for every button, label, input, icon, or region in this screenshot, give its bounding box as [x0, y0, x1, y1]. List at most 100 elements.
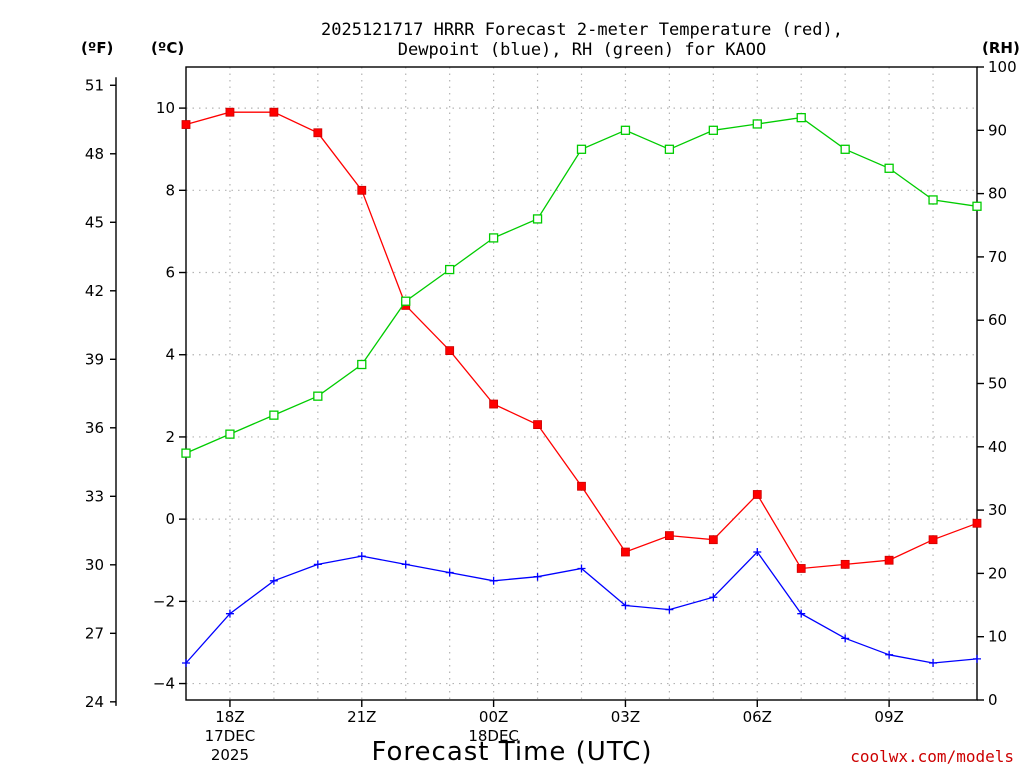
dewpoint-point	[533, 572, 542, 581]
temperature-point	[884, 555, 894, 565]
celsius-tick-label: −4	[153, 675, 175, 693]
dewpoint-point	[797, 609, 806, 618]
x-tick-label: 21Z	[347, 708, 376, 726]
series-rh	[181, 112, 982, 458]
celsius-tick-label: 2	[165, 428, 175, 446]
chart-title-line1: 2025121717 HRRR Forecast 2-meter Tempera…	[321, 20, 843, 40]
rh-tick-label: 100	[988, 58, 1017, 76]
dewpoint-point	[841, 634, 850, 643]
rh-point	[181, 448, 191, 458]
temperature-point	[752, 490, 762, 499]
fahrenheit-tick-label: 36	[85, 419, 104, 437]
rh-tick-label: 30	[988, 501, 1007, 519]
rh-point	[928, 195, 938, 205]
rh-tick-label: 0	[988, 691, 998, 709]
rh-point	[269, 410, 279, 420]
temperature-point	[664, 531, 674, 540]
temperature-point	[225, 107, 235, 117]
rh-point	[401, 296, 411, 306]
dewpoint-point	[885, 650, 894, 659]
dewpoint-point	[313, 560, 322, 569]
series-layer	[181, 107, 982, 668]
dewpoint-point	[182, 659, 190, 668]
temperature-point	[708, 535, 718, 545]
temperature-point	[972, 518, 982, 528]
rh-tick-label: 50	[988, 375, 1007, 393]
series-dewpoint	[182, 548, 981, 668]
fahrenheit-tick-label: 42	[85, 282, 104, 300]
rh-tick-label: 70	[988, 248, 1007, 266]
fahrenheit-tick-label: 27	[85, 624, 104, 642]
celsius-tick-label: 8	[165, 181, 175, 199]
temperature-point	[269, 107, 279, 117]
rh-line	[185, 116, 978, 454]
dewpoint-point	[489, 576, 498, 585]
rh-point	[708, 125, 718, 135]
x-axis-label: Forecast Time (UTC)	[371, 737, 652, 767]
rh-tick-label: 10	[988, 628, 1007, 646]
series-temperature	[181, 107, 982, 573]
tick-labels: 514845423936333027241086420−2−4100908070…	[85, 58, 1017, 764]
celsius-tick-label: 4	[165, 346, 175, 364]
axes	[110, 66, 984, 707]
rh-point	[840, 144, 850, 154]
dewpoint-point	[357, 552, 366, 561]
fahrenheit-tick-label: 48	[85, 145, 104, 163]
fahrenheit-tick-label: 45	[85, 213, 104, 231]
celsius-unit-label: (ºC)	[151, 39, 184, 57]
fahrenheit-tick-label: 51	[85, 76, 104, 94]
x-tick-label: 00Z	[479, 708, 508, 726]
rh-point	[532, 214, 543, 224]
plot-frame	[185, 66, 978, 701]
rh-tick-label: 60	[988, 311, 1007, 329]
rh-tick-label: 40	[988, 438, 1007, 456]
dewpoint-point	[445, 568, 454, 577]
fahrenheit-unit-label: (ºF)	[81, 39, 113, 57]
rh-tick-label: 90	[988, 121, 1007, 139]
fahrenheit-tick-label: 30	[85, 556, 104, 574]
rh-point	[576, 144, 587, 154]
temperature-point	[445, 346, 455, 356]
rh-point	[488, 233, 499, 243]
x-tick-label: 09Z	[874, 708, 903, 726]
x-tick-label: 18Z	[215, 708, 244, 726]
celsius-tick-label: −2	[153, 592, 175, 610]
dewpoint-point	[225, 609, 234, 618]
dewpoint-point	[709, 593, 718, 602]
temperature-point	[840, 559, 850, 569]
rh-point	[884, 163, 894, 173]
temperature-point	[796, 564, 806, 573]
fahrenheit-tick-label: 24	[85, 693, 104, 711]
temperature-point	[313, 128, 323, 138]
x-tick-date-label: 18DEC	[468, 727, 519, 745]
dewpoint-point	[665, 605, 674, 614]
temperature-point	[357, 185, 367, 195]
x-tick-date-label: 17DEC	[205, 727, 256, 745]
dewpoint-point	[401, 560, 410, 569]
rh-point	[357, 359, 367, 370]
rh-point	[620, 125, 631, 135]
temperature-point	[181, 120, 191, 129]
credit-link[interactable]: coolwx.com/models	[850, 747, 1014, 766]
celsius-tick-label: 0	[165, 510, 175, 528]
gridlines	[186, 67, 977, 700]
temperature-point	[489, 399, 499, 409]
chart-title-line2: Dewpoint (blue), RH (green) for KAOO	[398, 40, 766, 60]
temperature-point	[577, 481, 586, 491]
dewpoint-point	[753, 548, 762, 557]
temperature-point	[928, 535, 938, 545]
rh-point	[225, 429, 235, 439]
rh-unit-label: (RH)	[982, 39, 1020, 57]
temperature-point	[533, 420, 542, 430]
fahrenheit-tick-label: 39	[85, 350, 104, 368]
celsius-tick-label: 6	[165, 264, 175, 282]
rh-point	[313, 391, 323, 401]
dewpoint-point	[973, 654, 981, 663]
rh-point	[752, 119, 762, 129]
temperature-point	[621, 547, 630, 557]
x-tick-label: 03Z	[611, 708, 640, 726]
rh-point	[796, 112, 806, 123]
dewpoint-point	[269, 576, 278, 585]
rh-point	[445, 264, 455, 275]
